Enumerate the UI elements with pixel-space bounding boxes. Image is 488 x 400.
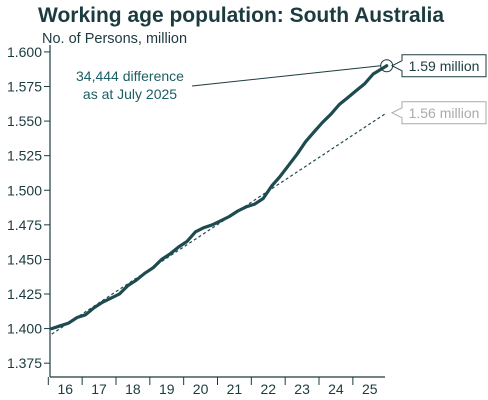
- x-tick-label: 16: [57, 381, 73, 397]
- trend-value-label: 1.56 million: [409, 105, 480, 121]
- difference-annotation-line1: 34,444 difference: [76, 68, 184, 84]
- x-tick-label: 24: [328, 381, 344, 397]
- y-tick-label: 1.400: [7, 321, 42, 337]
- y-tick-label: 1.525: [7, 148, 42, 164]
- x-tick-label: 20: [193, 381, 209, 397]
- actual-value-label-box: [390, 54, 487, 78]
- y-tick-label: 1.425: [7, 286, 42, 302]
- annotation-layer: 34,444 difference as at July 2025 1.59 mil…: [76, 54, 487, 125]
- x-tick-label: 18: [125, 381, 141, 397]
- x-tick-label: 22: [260, 381, 276, 397]
- y-axis-label: No. of Persons, million: [42, 31, 188, 47]
- y-axis: 1.375 1.400 1.425 1.450 1.475 1.500 1.525 1.550…: [7, 44, 51, 377]
- actual-value-label: 1.59 million: [409, 58, 480, 74]
- x-tick-label: 19: [159, 381, 175, 397]
- x-tick-label: 23: [294, 381, 310, 397]
- difference-leader-line: [191, 65, 381, 87]
- y-tick-label: 1.450: [7, 251, 42, 267]
- trend-value-label-box: [390, 101, 487, 125]
- x-tick-label: 25: [362, 381, 378, 397]
- x-axis: 16 17 18 19 20 21 22 23 24 25: [47, 376, 385, 397]
- y-tick-label: 1.475: [7, 217, 42, 233]
- y-tick-label: 1.575: [7, 79, 42, 95]
- trend-series-line: [51, 112, 388, 335]
- y-tick-label: 1.600: [7, 44, 42, 60]
- x-tick-label: 17: [91, 381, 107, 397]
- series-layer: [50, 64, 389, 335]
- y-tick-label: 1.550: [7, 113, 42, 129]
- difference-annotation-line2: as at July 2025: [83, 86, 177, 102]
- actual-series-line: [50, 64, 389, 331]
- chart-title: Working age population: South Australia: [38, 4, 445, 27]
- y-tick-label: 1.500: [7, 182, 42, 198]
- y-tick-label: 1.375: [7, 355, 42, 371]
- x-tick-label: 21: [227, 381, 243, 397]
